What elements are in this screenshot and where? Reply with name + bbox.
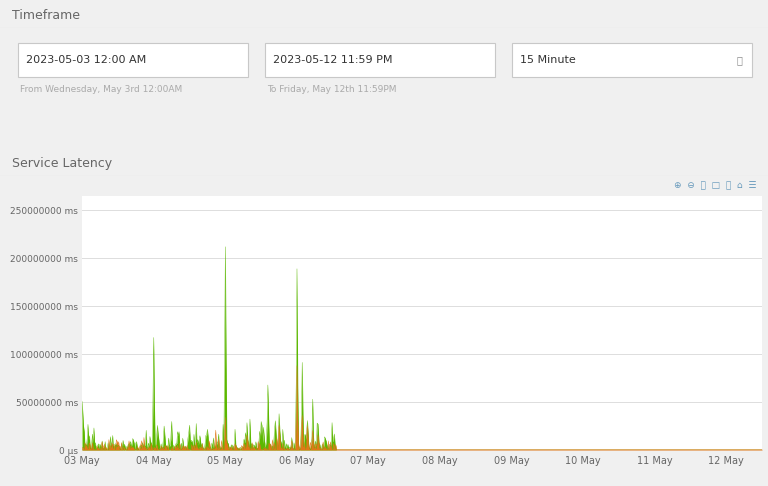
Text: From Wednesday, May 3rd 12:00AM: From Wednesday, May 3rd 12:00AM xyxy=(20,85,182,93)
Text: Timeframe: Timeframe xyxy=(12,9,80,22)
Text: ⌵: ⌵ xyxy=(736,55,742,65)
FancyBboxPatch shape xyxy=(512,43,752,77)
FancyBboxPatch shape xyxy=(265,43,495,77)
Text: 15 Minute: 15 Minute xyxy=(520,55,576,65)
Text: To Friday, May 12th 11:59PM: To Friday, May 12th 11:59PM xyxy=(267,85,396,93)
Text: 2023-05-12 11:59 PM: 2023-05-12 11:59 PM xyxy=(273,55,392,65)
Text: 2023-05-03 12:00 AM: 2023-05-03 12:00 AM xyxy=(26,55,146,65)
Text: ⊕  ⊖  🔍  □  📷  ⌂  ☰: ⊕ ⊖ 🔍 □ 📷 ⌂ ☰ xyxy=(674,181,756,191)
Text: Service Latency: Service Latency xyxy=(12,157,111,170)
FancyBboxPatch shape xyxy=(18,43,248,77)
